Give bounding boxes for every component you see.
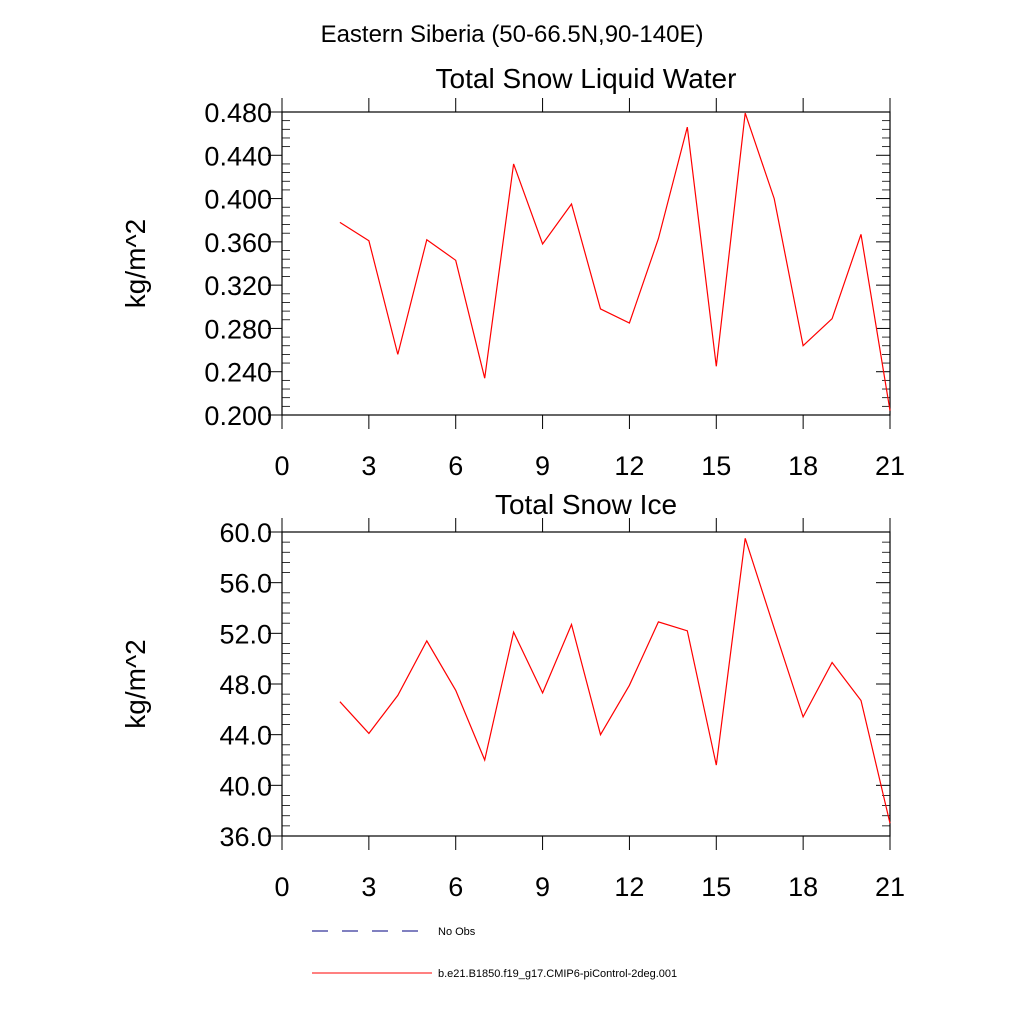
x-tick-label: 15 xyxy=(701,451,731,481)
y-tick-label: 0.400 xyxy=(204,185,272,215)
y-tick-label: 0.200 xyxy=(204,401,272,431)
series-line xyxy=(339,112,891,411)
x-tick-label: 9 xyxy=(535,872,550,902)
y-axis-label: kg/m^2 xyxy=(120,219,151,308)
y-tick-label: 0.320 xyxy=(204,271,272,301)
legend-label: No Obs xyxy=(438,926,476,938)
y-tick-label: 0.360 xyxy=(204,228,272,258)
y-tick-label: 36.0 xyxy=(219,822,272,852)
x-tick-label: 6 xyxy=(448,451,463,481)
y-tick-label: 56.0 xyxy=(219,569,272,599)
x-tick-label: 6 xyxy=(448,872,463,902)
x-tick-label: 12 xyxy=(614,872,644,902)
panel-snow-liquid-water: Total Snow Liquid Water kg/m^2 0 3 6 9 12 15 18 2… xyxy=(120,63,905,481)
x-tick-label: 18 xyxy=(788,872,818,902)
y-tick-label: 0.480 xyxy=(204,98,272,128)
plot-frame xyxy=(281,531,891,837)
y-axis-label: kg/m^2 xyxy=(120,639,151,728)
y-tick-label: 0.440 xyxy=(204,141,272,171)
figure-title: Eastern Siberia (50-66.5N,90-140E) xyxy=(321,21,704,48)
x-tick-label: 21 xyxy=(875,451,905,481)
x-tick-label: 3 xyxy=(361,451,376,481)
x-tick-label: 9 xyxy=(535,451,550,481)
panel-snow-ice: Total Snow Ice kg/m^2 0 3 6 9 12 15 18 21 36.0 40.0… xyxy=(120,489,905,902)
y-tick-label: 52.0 xyxy=(219,619,272,649)
y-tick-label: 48.0 xyxy=(219,670,272,700)
x-tick-label: 3 xyxy=(361,872,376,902)
x-tick-label: 12 xyxy=(614,451,644,481)
y-tick-label: 40.0 xyxy=(219,771,272,801)
panel-title: Total Snow Liquid Water xyxy=(436,63,737,94)
series-line xyxy=(339,538,891,824)
legend-label: b.e21.B1850.f19_g17.CMIP6-piControl-2deg… xyxy=(438,968,677,980)
legend: No Obs b.e21.B1850.f19_g17.CMIP6-piContro… xyxy=(312,926,677,980)
y-tick-label: 0.280 xyxy=(204,314,272,344)
x-tick-label: 18 xyxy=(788,451,818,481)
y-tick-label: 44.0 xyxy=(219,721,272,751)
plot-frame xyxy=(281,111,891,416)
x-tick-label: 0 xyxy=(274,872,289,902)
y-tick-label: 60.0 xyxy=(219,518,272,548)
panel-title: Total Snow Ice xyxy=(495,489,677,520)
x-tick-label: 0 xyxy=(274,451,289,481)
x-tick-label: 15 xyxy=(701,872,731,902)
y-tick-label: 0.240 xyxy=(204,358,272,388)
x-tick-label: 21 xyxy=(875,872,905,902)
